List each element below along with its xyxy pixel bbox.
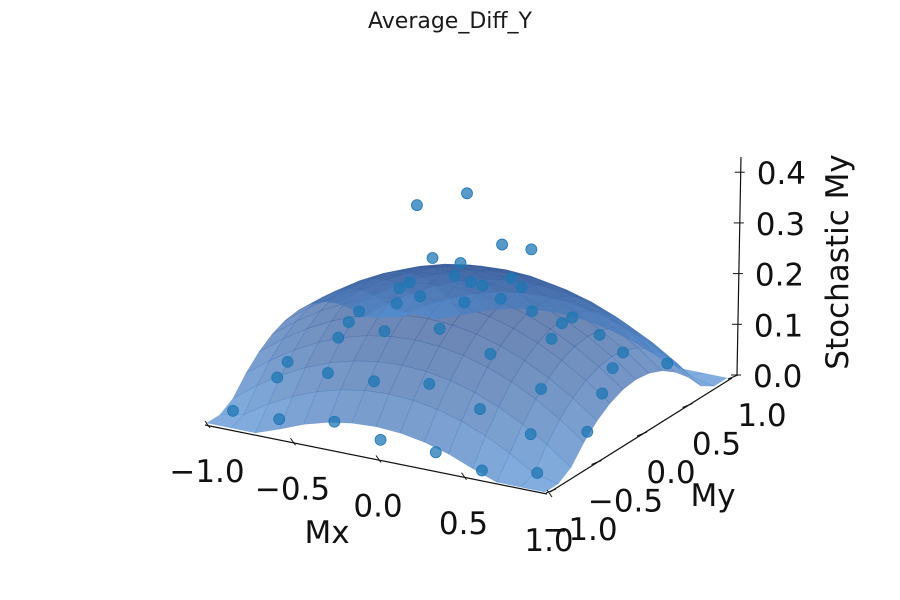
x-tick-label: 0.5 <box>439 506 488 542</box>
data-point <box>524 428 537 441</box>
x-axis-line <box>204 424 548 495</box>
data-point <box>374 433 387 446</box>
surface-patch <box>688 372 728 387</box>
z-axis-line <box>736 156 742 376</box>
y-tick <box>545 488 557 494</box>
y-tick-label: −1.0 <box>542 512 617 548</box>
data-point <box>342 316 355 328</box>
data-point <box>596 387 609 400</box>
data-point <box>526 305 538 318</box>
data-point <box>411 199 423 212</box>
x-tick-label: 0.0 <box>353 489 402 525</box>
data-point <box>461 187 473 200</box>
y-tick <box>636 431 648 437</box>
data-point <box>227 404 239 417</box>
surface-patch <box>374 308 414 318</box>
data-point <box>390 297 403 310</box>
x-tick-label: −1.0 <box>169 454 244 490</box>
surface-patch <box>593 311 631 341</box>
data-point <box>545 332 558 345</box>
z-tick-label: 0.3 <box>756 207 805 243</box>
surface-patch <box>568 301 608 329</box>
data-point <box>433 322 446 335</box>
data-point <box>378 325 391 338</box>
z-axis-label: Stochastic My <box>820 154 856 369</box>
data-point <box>474 403 486 415</box>
x-tick <box>204 420 211 429</box>
data-point <box>606 362 619 374</box>
data-point <box>566 311 579 324</box>
y-tick <box>727 374 739 380</box>
data-point <box>414 290 427 303</box>
data-point <box>454 257 467 269</box>
data-point <box>531 467 544 479</box>
y-tick-label: 1.0 <box>737 398 786 434</box>
data-point <box>476 279 489 292</box>
data-point <box>393 282 406 294</box>
x-tick <box>461 472 467 481</box>
data-point <box>271 371 284 384</box>
z-tick-label: 0.2 <box>755 258 804 294</box>
data-point <box>581 425 594 438</box>
data-point <box>458 296 471 309</box>
y-axis-line <box>549 377 733 493</box>
points-layer <box>227 187 674 479</box>
data-point <box>368 375 380 388</box>
x-tick <box>375 455 382 463</box>
data-point <box>496 238 509 251</box>
z-tick-label: 0.4 <box>757 156 806 192</box>
y-tick-label: 0.5 <box>692 427 741 463</box>
z-tick-label: 0.1 <box>754 308 803 344</box>
data-point <box>353 305 366 318</box>
data-point <box>515 281 528 294</box>
x-tick-label: −0.5 <box>255 471 330 507</box>
x-tick <box>546 489 553 498</box>
data-point <box>328 415 341 428</box>
surface-patch <box>665 355 703 377</box>
y-axis-label: My <box>690 478 735 514</box>
z-tick-label: 0.0 <box>753 359 802 395</box>
x-tick-label: 1.0 <box>524 523 573 559</box>
surface-patch <box>520 292 559 314</box>
surface-patch <box>617 323 655 355</box>
y-tick-label: −0.5 <box>588 484 663 520</box>
data-point <box>423 377 436 390</box>
x-tick <box>290 437 296 446</box>
data-point <box>464 276 477 288</box>
data-point <box>426 252 439 264</box>
data-point <box>476 464 488 477</box>
data-point <box>448 269 461 282</box>
data-point <box>494 292 507 305</box>
chart-title: Average_Diff_Y <box>368 9 532 34</box>
data-point <box>281 355 294 368</box>
data-point <box>321 367 334 379</box>
data-point <box>429 446 442 459</box>
data-point <box>525 243 538 256</box>
data-point <box>484 348 497 360</box>
data-point <box>332 331 345 344</box>
x-axis-label: Mx <box>304 515 349 551</box>
y-tick <box>591 460 602 465</box>
data-point <box>661 357 674 370</box>
axes-layer: −1.0 −0.5 0.0 0.5 1.0−1.0−0.50.00.51.00.00.1… <box>169 154 856 559</box>
y-tick <box>682 403 693 408</box>
data-point <box>617 346 629 359</box>
y-tick-label: 0.0 <box>646 455 695 491</box>
data-point <box>593 328 606 341</box>
data-point <box>403 276 416 289</box>
data-point <box>556 317 568 330</box>
data-point <box>273 413 286 426</box>
data-point <box>535 383 547 395</box>
data-point <box>505 272 518 285</box>
